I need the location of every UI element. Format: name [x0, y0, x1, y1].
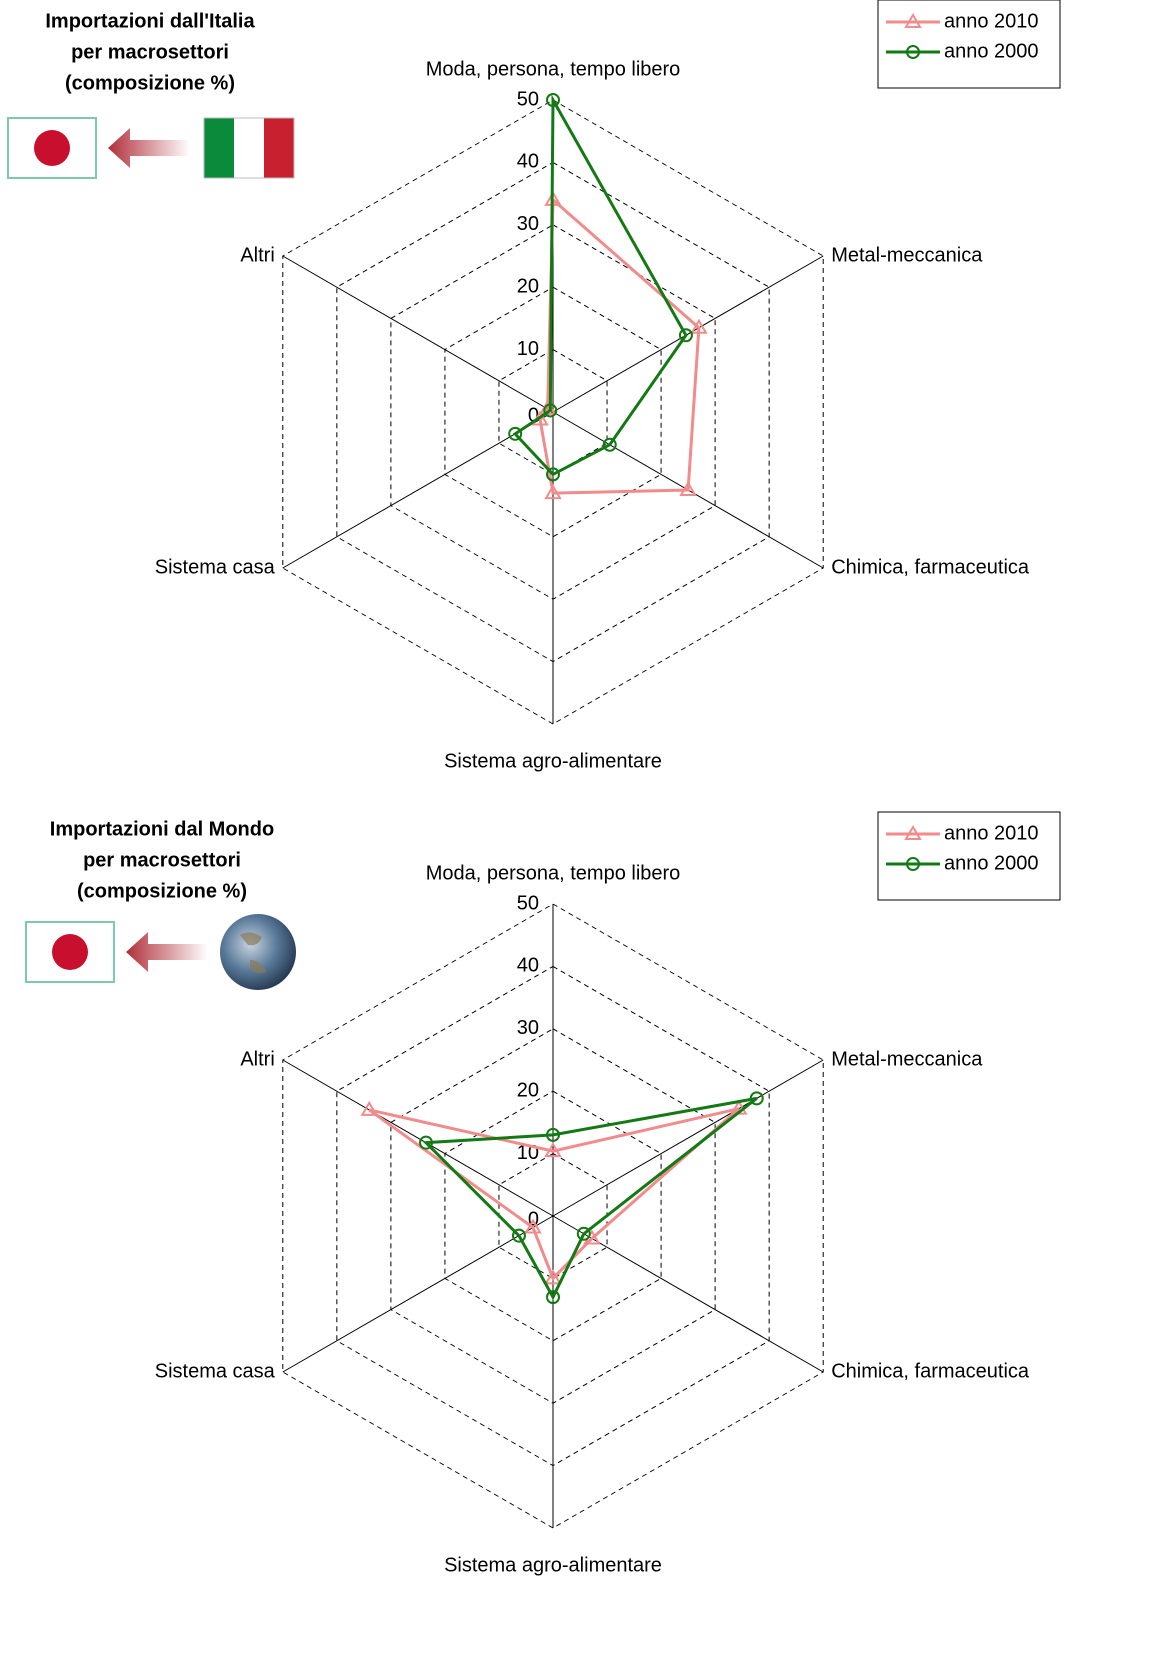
- category-label: Altri: [240, 1048, 274, 1070]
- legend-label: anno 2010: [944, 822, 1039, 844]
- data-point: [546, 467, 560, 482]
- category-label: Metal-meccanica: [831, 244, 983, 266]
- legend-label: anno 2010: [944, 10, 1039, 32]
- chart-title: Importazioni dal Mondo: [50, 818, 274, 840]
- category-label: Sistema agro-alimentare: [444, 750, 662, 772]
- data-point: [524, 1218, 542, 1234]
- y-tick-label: 40: [517, 151, 539, 173]
- series-line: [422, 1096, 758, 1301]
- legend-marker: [906, 857, 920, 871]
- data-point: [576, 1226, 591, 1241]
- data-point: [749, 1091, 764, 1106]
- icons: [7, 117, 295, 179]
- y-tick-label: 50: [517, 892, 539, 914]
- data-point: [679, 481, 697, 496]
- legend-box: [877, 0, 1061, 89]
- data-point: [544, 1142, 562, 1158]
- category-label: Sistema casa: [155, 1360, 276, 1382]
- legend-label: anno 2000: [944, 40, 1039, 62]
- category-label: Chimica, farmaceutica: [831, 556, 1030, 578]
- y-tick-label: 50: [517, 88, 539, 110]
- data-point: [544, 484, 562, 500]
- series-line: [368, 1107, 740, 1282]
- y-tick-label: 10: [517, 338, 539, 360]
- data-point: [602, 437, 617, 452]
- category-label: Metal-meccanica: [831, 1048, 983, 1070]
- axis-spoke: [552, 255, 824, 413]
- series-line: [512, 94, 688, 477]
- data-point: [546, 93, 560, 107]
- series-line: [538, 196, 701, 495]
- axis-spoke: [552, 1215, 824, 1373]
- chart-title: (composizione %): [65, 72, 235, 94]
- legend-marker: [904, 13, 922, 28]
- legend-marker: [906, 45, 920, 59]
- data-point: [690, 318, 708, 334]
- axis-spoke: [282, 1059, 554, 1217]
- data-point: [508, 426, 523, 441]
- chart-title: per macrosettori: [71, 41, 229, 63]
- data-point: [678, 328, 693, 343]
- data-point: [544, 1269, 562, 1285]
- y-tick-label: 20: [517, 275, 539, 297]
- legend-marker: [904, 825, 922, 840]
- axis-spoke: [552, 1059, 824, 1217]
- axis-spoke: [282, 1215, 554, 1373]
- data-point: [419, 1135, 434, 1150]
- category-label: Moda, persona, tempo libero: [426, 58, 681, 80]
- legend-box: [877, 811, 1061, 901]
- y-tick-label: 40: [517, 955, 539, 977]
- y-tick-label: 0: [528, 1208, 539, 1230]
- category-label: Chimica, farmaceutica: [831, 1360, 1030, 1382]
- chart-title: (composizione %): [77, 880, 247, 902]
- chart-title: Importazioni dall'Italia: [45, 10, 255, 32]
- data-point: [360, 1100, 379, 1116]
- data-point: [511, 1228, 526, 1243]
- y-tick-label: 30: [517, 1017, 539, 1039]
- category-label: Altri: [240, 244, 274, 266]
- legend-label: anno 2000: [944, 852, 1039, 874]
- data-point: [543, 403, 558, 418]
- y-tick-label: 30: [517, 213, 539, 235]
- data-point: [546, 1127, 560, 1142]
- axis-spoke: [282, 255, 554, 413]
- icons: [25, 914, 296, 990]
- chart-title: per macrosettori: [83, 849, 241, 871]
- y-tick-label: 0: [528, 404, 539, 426]
- category-label: Sistema agro-alimentare: [444, 1554, 662, 1576]
- axis-spoke: [282, 411, 554, 569]
- y-tick-label: 20: [517, 1079, 539, 1101]
- data-point: [546, 1290, 560, 1305]
- category-label: Moda, persona, tempo libero: [426, 862, 681, 884]
- category-label: Sistema casa: [155, 556, 276, 578]
